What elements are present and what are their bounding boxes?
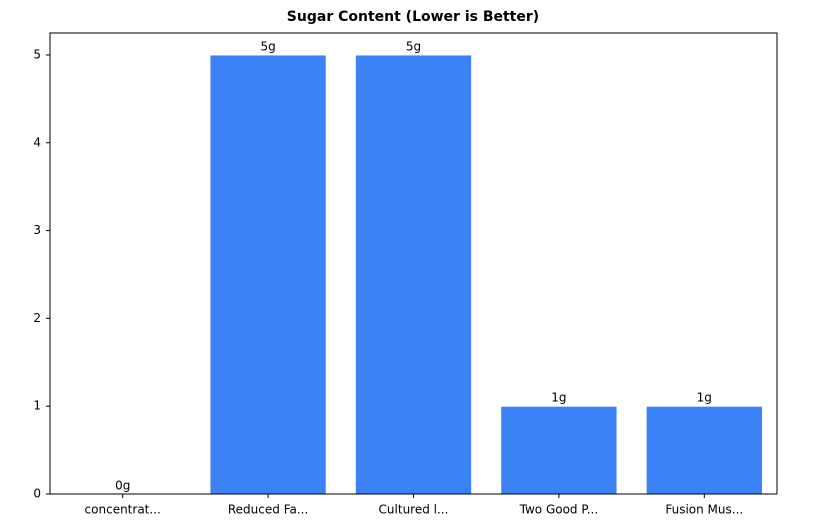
bar <box>645 405 763 495</box>
x-tick-label: Fusion Mus... <box>665 503 743 517</box>
x-tick-label: concentrat... <box>85 503 161 517</box>
y-tick-label: 0 <box>33 487 41 501</box>
chart-title: Sugar Content (Lower is Better) <box>287 9 539 25</box>
bar <box>500 405 618 495</box>
x-tick-label: Reduced Fa... <box>228 503 308 517</box>
value-label: 0g <box>115 479 130 493</box>
value-label: 1g <box>697 391 712 405</box>
value-label: 1g <box>551 391 566 405</box>
value-label: 5g <box>406 39 421 53</box>
bar <box>354 54 473 495</box>
y-tick-label: 2 <box>33 311 41 325</box>
y-tick-label: 3 <box>33 223 41 237</box>
bar <box>209 54 327 495</box>
value-label: 5g <box>260 39 275 53</box>
y-tick-label: 4 <box>33 135 41 149</box>
y-tick-label: 5 <box>33 47 41 61</box>
x-tick-label: Two Good P... <box>519 503 599 517</box>
x-tick-label: Cultured l... <box>379 503 449 517</box>
axes-frame <box>49 32 778 495</box>
y-tick-label: 1 <box>33 399 41 413</box>
